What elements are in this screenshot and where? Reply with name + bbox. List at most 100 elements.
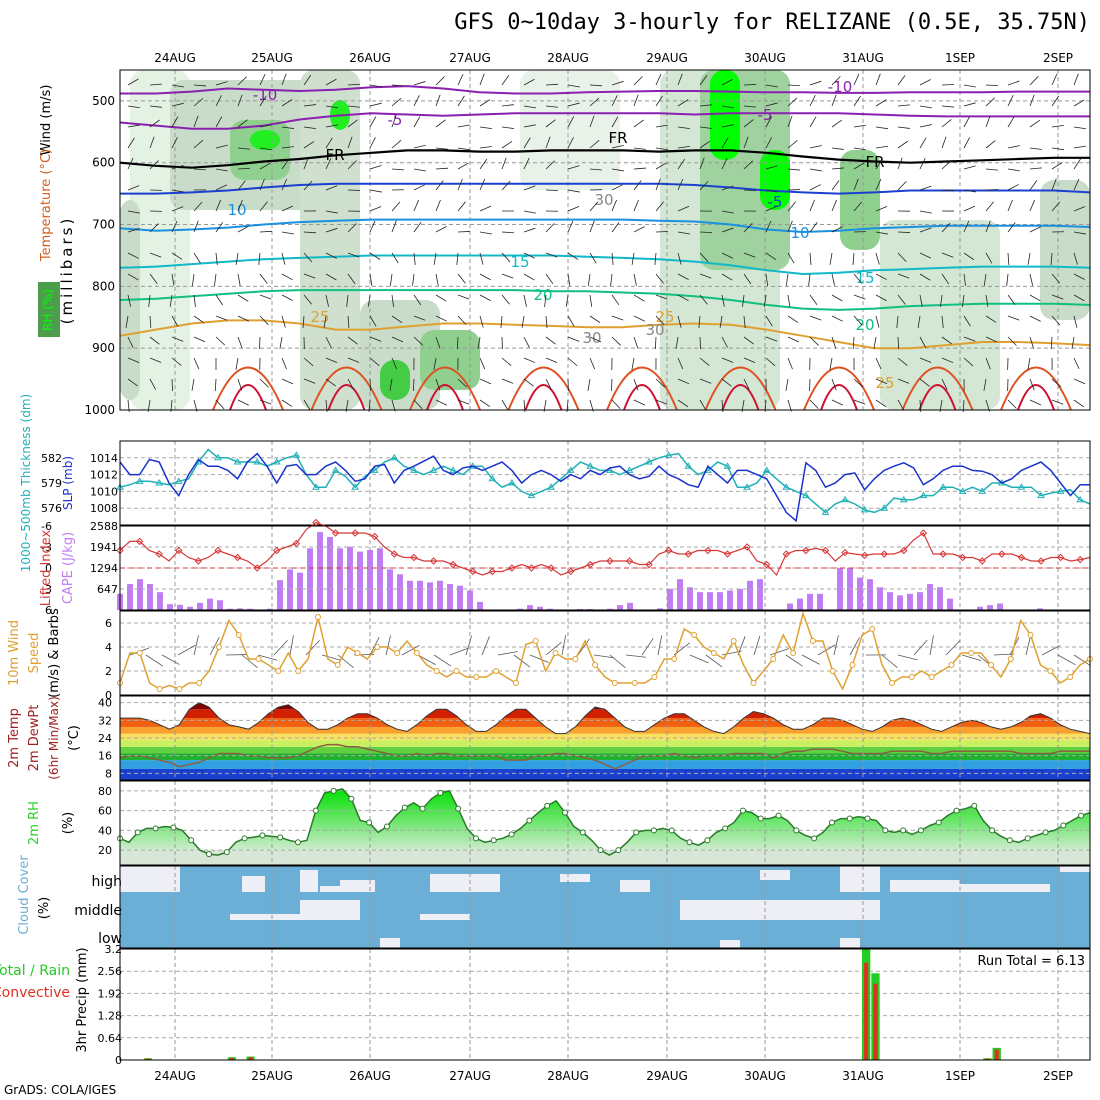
wind-barb	[765, 220, 772, 233]
wind-barb	[753, 635, 761, 656]
wind-barb	[457, 231, 471, 233]
wind-tick-label: 6	[105, 617, 112, 630]
isotherm-line	[409, 366, 481, 411]
wind-barb	[721, 336, 728, 348]
cape-bar	[977, 606, 983, 610]
wind-barb	[215, 199, 222, 212]
wind-barb	[567, 116, 575, 128]
wind-barb	[545, 273, 554, 285]
precip-convective-bar	[248, 1057, 253, 1060]
wind-barb	[545, 136, 551, 149]
wind-barb	[369, 315, 377, 327]
wind-barb	[214, 273, 217, 286]
wind-speed-line-point	[790, 650, 797, 656]
wind-barb	[479, 399, 491, 407]
wind-barb	[191, 378, 195, 391]
wind-barb	[303, 180, 313, 191]
wind-barb	[1073, 399, 1085, 408]
wind-barb	[523, 185, 536, 191]
lifted-index-point	[547, 564, 555, 572]
wind-barb	[161, 654, 180, 665]
wind-barb	[193, 252, 201, 264]
wind-barb	[479, 158, 488, 170]
isotherm-label: FR	[608, 129, 627, 147]
thickness-line-point	[312, 483, 320, 490]
cape-bar	[667, 588, 673, 610]
wind-barb	[413, 81, 426, 86]
cloud-gap	[120, 866, 180, 892]
isotherm-line	[803, 366, 875, 411]
wind-barb	[1057, 654, 1076, 666]
wind-barb	[919, 210, 932, 214]
thickness-line-point	[684, 462, 693, 469]
wind-barb	[1007, 222, 1016, 233]
wind-barb	[941, 273, 950, 285]
cape-bar	[877, 587, 883, 610]
pressure-tick-label: 700	[92, 218, 115, 232]
precip-tick-label: 3.2	[105, 943, 123, 956]
wind-speed-line-point	[1007, 656, 1014, 662]
wind-barb	[391, 139, 402, 149]
bottom-date-label: 27AUG	[449, 1069, 491, 1083]
wind-barb	[633, 167, 646, 170]
rh-line-point	[828, 819, 835, 826]
cape-bar	[817, 593, 823, 610]
wind-barb	[325, 273, 337, 281]
wind-barb	[501, 273, 514, 279]
wind-barb	[743, 105, 756, 108]
thickness-tick-label: 576	[41, 502, 62, 515]
wind-barb	[589, 315, 601, 323]
wind-barb	[985, 140, 996, 149]
rh-line-point	[757, 815, 764, 822]
wind-barb	[435, 76, 445, 86]
cape-bar	[707, 592, 713, 610]
lifted-index-point	[390, 550, 399, 558]
wind-barb	[369, 206, 382, 212]
wind-barb	[435, 336, 441, 349]
wind-barb	[633, 294, 645, 302]
wind-barb	[699, 357, 710, 366]
wind-barb	[325, 105, 338, 109]
wind-barb	[177, 644, 196, 656]
wind-barb	[611, 315, 624, 321]
wind-barb	[941, 105, 954, 108]
cape-bar	[367, 549, 373, 610]
slp-tick-label: 1010	[90, 485, 118, 498]
wind-barb	[587, 273, 591, 286]
isotherm-line	[426, 384, 464, 411]
pressure-tick-label: 500	[92, 94, 115, 108]
rh-line-point	[650, 827, 657, 834]
wind-barb	[853, 201, 863, 212]
wind-barb	[215, 81, 228, 86]
rh-line-point	[526, 817, 533, 824]
cape-bar	[927, 584, 933, 610]
cape-bar	[697, 592, 703, 610]
wind-barb	[655, 73, 662, 86]
wind-barb	[765, 84, 778, 88]
rh-line-point	[579, 829, 586, 836]
isotherm-line	[119, 218, 1091, 234]
wind-barb	[259, 315, 269, 325]
wind-barb	[1073, 378, 1086, 385]
wind-barb	[369, 137, 376, 149]
thickness-tick-label: 582	[41, 452, 62, 465]
lifted-index-point	[743, 543, 751, 551]
cape-bar	[287, 569, 293, 610]
wind-speed-line-point	[275, 668, 282, 674]
rh-line-point	[277, 834, 284, 841]
wind-barb	[193, 357, 200, 370]
wind-barb	[435, 119, 446, 128]
wind-barb	[985, 315, 997, 323]
y-axis-unit-label: (millibars)	[58, 216, 76, 325]
wind-barb	[875, 273, 887, 280]
thickness-line-point	[1056, 487, 1065, 494]
wind-barb	[721, 105, 734, 109]
wind-barb	[389, 273, 393, 286]
wind-barb	[369, 102, 382, 107]
wind-barb	[737, 636, 746, 656]
wind-barb	[787, 201, 797, 212]
wind-barb	[127, 357, 140, 364]
wind-barb	[479, 205, 492, 212]
wind-barb	[347, 336, 358, 345]
wind-barb	[1073, 654, 1092, 667]
